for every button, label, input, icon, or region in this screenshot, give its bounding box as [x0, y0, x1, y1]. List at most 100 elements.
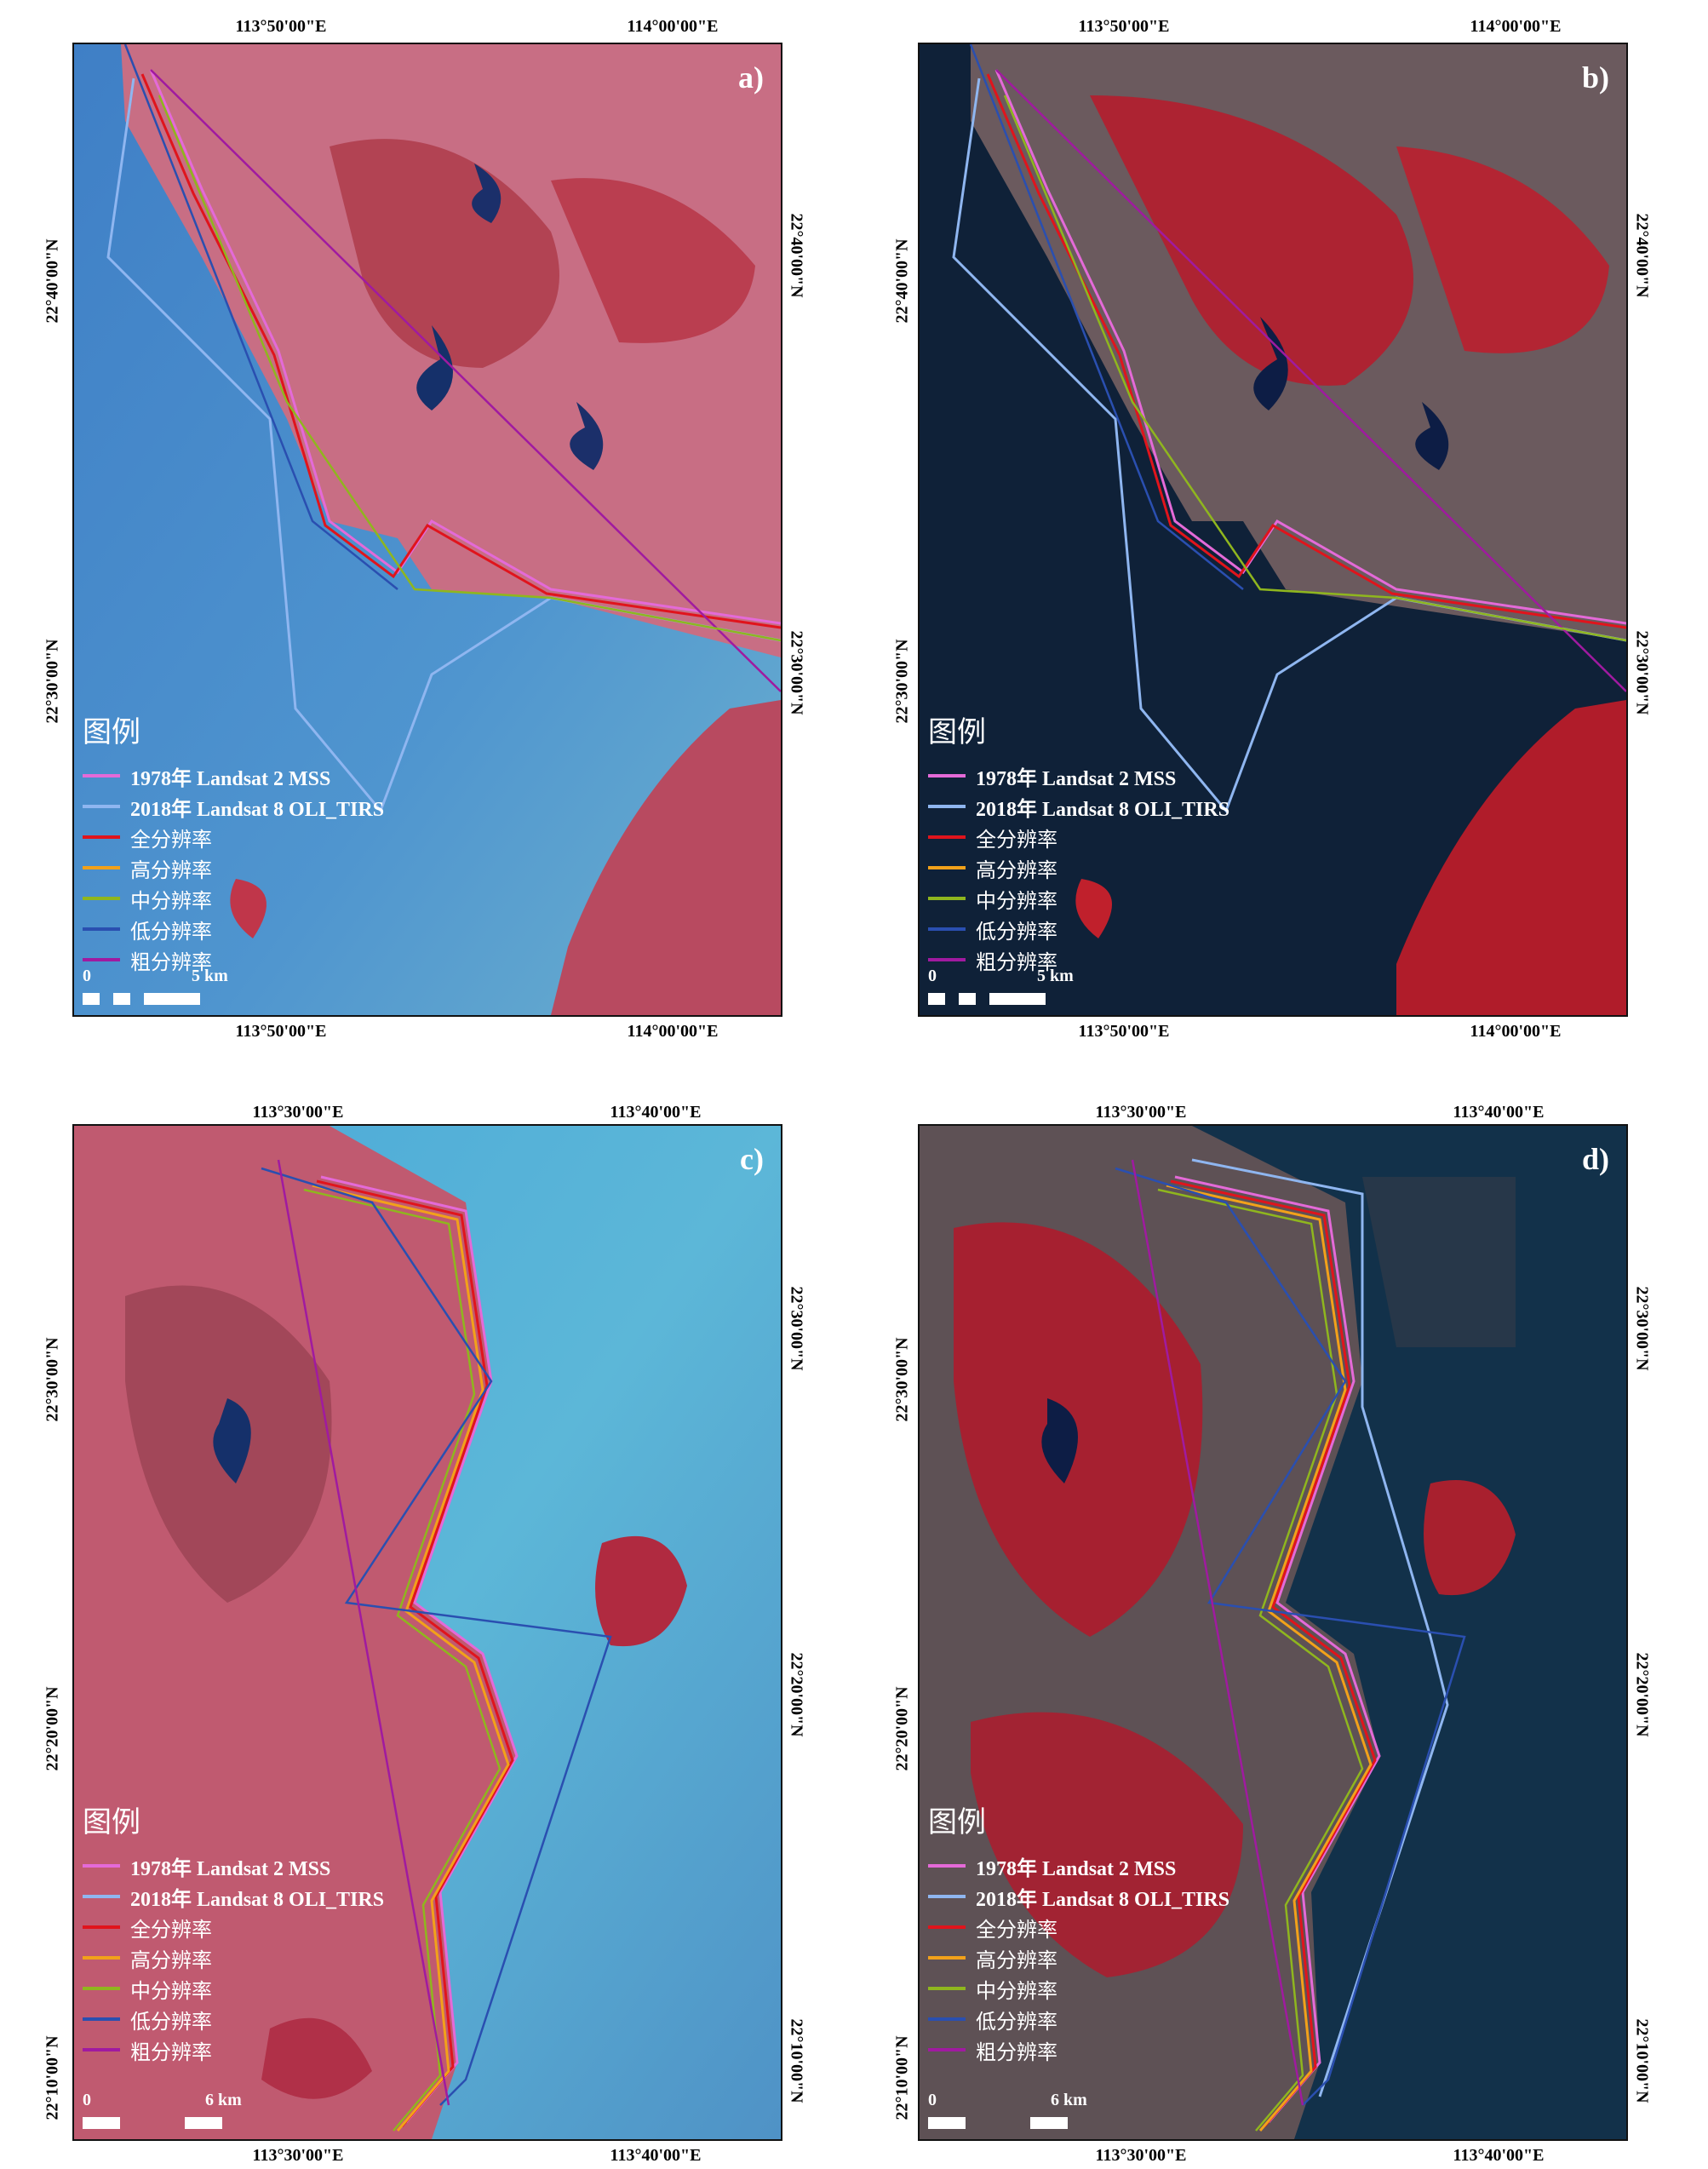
- legend-item-full-res: 全分辨率: [83, 1912, 384, 1942]
- lat-right-2: 22°20'00"N: [1632, 1652, 1652, 1737]
- lon-bottom-2: 113°40'00"E: [1453, 2146, 1545, 2165]
- lat-right-2: 22°20'00"N: [787, 1652, 806, 1737]
- scale-end: 5 km: [192, 967, 228, 985]
- legend-label: 高分辨率: [976, 858, 1057, 882]
- lat-right-3: 22°10'00"N: [787, 2018, 806, 2103]
- legend-label: 低分辨率: [130, 919, 212, 944]
- lon-bottom-1: 113°30'00"E: [1095, 2146, 1187, 2165]
- legend-title: 图例: [928, 1805, 986, 1839]
- legend-swatch: [83, 927, 120, 931]
- legend-label: 全分辨率: [976, 1917, 1057, 1942]
- lon-top-1: 113°50'00"E: [235, 17, 327, 36]
- legend-item-mid-res: 中分辨率: [83, 883, 384, 914]
- scale-zero: 0: [928, 2091, 937, 2109]
- lon-bottom-2: 113°40'00"E: [610, 2146, 702, 2165]
- legend-label: 1978年 Landsat 2 MSS: [976, 767, 1177, 790]
- lon-top-2: 114°00'00"E: [1470, 17, 1562, 36]
- legend-item-coarse-res: 粗分辨率: [928, 944, 1229, 975]
- legend-swatch: [928, 2048, 966, 2051]
- legend-swatch: [83, 835, 120, 839]
- legend-label: 全分辨率: [976, 827, 1057, 852]
- lat-right-1: 22°30'00"N: [1632, 1286, 1652, 1371]
- lon-top-2: 114°00'00"E: [627, 17, 719, 36]
- lon-top-1: 113°30'00"E: [1095, 1103, 1187, 1122]
- legend-swatch: [928, 1956, 966, 1960]
- lat-left-3: 22°10'00"N: [43, 2035, 62, 2120]
- legend-swatch: [928, 2017, 966, 2021]
- legend-swatch: [83, 897, 120, 900]
- legend-swatch: [83, 805, 120, 808]
- legend-item-mid-res: 中分辨率: [928, 1973, 1229, 2004]
- legend-label: 1978年 Landsat 2 MSS: [130, 1857, 331, 1880]
- legend-d: 图例 1978年 Landsat 2 MSS 2018年 Landsat 8 O…: [928, 1799, 1229, 2065]
- legend-item-1978: 1978年 Landsat 2 MSS: [83, 1851, 384, 1881]
- lat-right-1: 22°30'00"N: [787, 1286, 806, 1371]
- legend-label: 粗分辨率: [130, 2040, 212, 2064]
- legend-item-mid-res: 中分辨率: [83, 1973, 384, 2004]
- legend-swatch: [83, 1864, 120, 1868]
- legend-label: 中分辨率: [976, 1978, 1057, 2003]
- legend-label: 1978年 Landsat 2 MSS: [130, 767, 331, 790]
- panel-label-a: a): [738, 60, 764, 95]
- legend-a: 图例 1978年 Landsat 2 MSS 2018年 Landsat 8 O…: [83, 709, 384, 975]
- panel-label-d: d): [1581, 1142, 1609, 1176]
- legend-item-high-res: 高分辨率: [928, 1942, 1229, 1973]
- lat-right-2: 22°30'00"N: [787, 630, 806, 715]
- legend-label: 高分辨率: [130, 1948, 212, 1972]
- scale-end: 6 km: [1051, 2091, 1087, 2109]
- legend-label: 高分辨率: [976, 1948, 1057, 1972]
- legend-label: 2018年 Landsat 8 OLI_TIRS: [976, 1888, 1230, 1911]
- lon-top-1: 113°50'00"E: [1078, 17, 1170, 36]
- legend-swatch: [928, 1864, 966, 1868]
- lat-left-2: 22°20'00"N: [892, 1686, 912, 1771]
- lat-right-1: 22°40'00"N: [1632, 213, 1652, 298]
- legend-label: 高分辨率: [130, 858, 212, 882]
- legend-c: 图例 1978年 Landsat 2 MSS 2018年 Landsat 8 O…: [83, 1799, 384, 2065]
- legend-swatch: [83, 866, 120, 869]
- scale-zero: 0: [83, 2091, 91, 2109]
- legend-swatch: [928, 897, 966, 900]
- panel-label-c: c): [740, 1142, 764, 1176]
- satellite-image-c: [74, 1126, 781, 2139]
- scale-end: 6 km: [205, 2091, 242, 2109]
- legend-label: 中分辨率: [130, 1978, 212, 2003]
- legend-swatch: [928, 774, 966, 778]
- legend-label: 1978年 Landsat 2 MSS: [976, 1857, 1177, 1880]
- legend-item-2018: 2018年 Landsat 8 OLI_TIRS: [928, 791, 1229, 822]
- panel-label-b: b): [1581, 60, 1609, 95]
- legend-title: 图例: [928, 715, 986, 749]
- legend-item-low-res: 低分辨率: [928, 914, 1229, 944]
- legend-swatch: [928, 927, 966, 931]
- legend-label: 全分辨率: [130, 827, 212, 852]
- scale-bar-c: 0 6 km: [83, 2091, 242, 2129]
- legend-item-coarse-res: 粗分辨率: [83, 944, 384, 975]
- legend-item-coarse-res: 粗分辨率: [83, 2034, 384, 2065]
- legend-label: 低分辨率: [976, 2009, 1057, 2034]
- lon-bottom-1: 113°50'00"E: [1078, 1022, 1170, 1041]
- lon-bottom-2: 114°00'00"E: [627, 1022, 719, 1041]
- satellite-image-d: [920, 1126, 1626, 2139]
- lon-top-2: 113°40'00"E: [1453, 1103, 1545, 1122]
- scale-zero: 0: [928, 967, 937, 985]
- legend-title: 图例: [83, 1805, 140, 1839]
- lat-left-1: 22°30'00"N: [892, 1337, 912, 1422]
- satellite-image-a: [74, 44, 781, 1015]
- legend-item-low-res: 低分辨率: [928, 2004, 1229, 2034]
- scale-bar-d: 0 6 km: [928, 2091, 1087, 2129]
- legend-swatch: [83, 1956, 120, 1960]
- legend-swatch: [928, 1925, 966, 1929]
- legend-swatch: [83, 1987, 120, 1990]
- legend-swatch: [83, 1925, 120, 1929]
- lat-left-2: 22°30'00"N: [892, 639, 912, 724]
- legend-label: 低分辨率: [130, 2009, 212, 2034]
- legend-label: 粗分辨率: [130, 950, 212, 974]
- lat-left-1: 22°40'00"N: [892, 238, 912, 324]
- legend-item-1978: 1978年 Landsat 2 MSS: [928, 1851, 1229, 1881]
- legend-label: 粗分辨率: [976, 950, 1057, 974]
- legend-title: 图例: [83, 715, 140, 749]
- legend-item-mid-res: 中分辨率: [928, 883, 1229, 914]
- lat-right-3: 22°10'00"N: [1632, 2018, 1652, 2103]
- satellite-image-b: [920, 44, 1626, 1015]
- legend-b: 图例 1978年 Landsat 2 MSS 2018年 Landsat 8 O…: [928, 709, 1229, 975]
- legend-swatch: [83, 2048, 120, 2051]
